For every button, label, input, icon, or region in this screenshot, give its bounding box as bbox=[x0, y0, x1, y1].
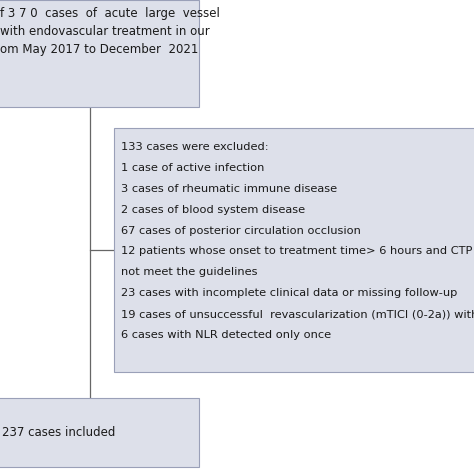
FancyBboxPatch shape bbox=[0, 0, 199, 107]
FancyBboxPatch shape bbox=[0, 398, 199, 467]
Text: 237 cases included: 237 cases included bbox=[2, 426, 116, 439]
Text: 3 cases of rheumatic immune disease: 3 cases of rheumatic immune disease bbox=[121, 184, 337, 194]
Text: 67 cases of posterior circulation occlusion: 67 cases of posterior circulation occlus… bbox=[121, 226, 361, 236]
FancyBboxPatch shape bbox=[114, 128, 474, 372]
Text: 12 patients whose onset to treatment time> 6 hours and CTP assess-: 12 patients whose onset to treatment tim… bbox=[121, 246, 474, 256]
Text: 1 case of active infection: 1 case of active infection bbox=[121, 163, 264, 173]
Text: 133 cases were excluded:: 133 cases were excluded: bbox=[121, 142, 268, 152]
Text: 23 cases with incomplete clinical data or missing follow-up: 23 cases with incomplete clinical data o… bbox=[121, 288, 457, 298]
Text: 6 cases with NLR detected only once: 6 cases with NLR detected only once bbox=[121, 330, 331, 340]
Text: f 3 7 0  cases  of  acute  large  vessel
with endovascular treatment in our
om M: f 3 7 0 cases of acute large vessel with… bbox=[0, 7, 220, 56]
Text: not meet the guidelines: not meet the guidelines bbox=[121, 267, 257, 277]
Text: 2 cases of blood system disease: 2 cases of blood system disease bbox=[121, 205, 305, 215]
Text: 19 cases of unsuccessful  revascularization (mTICI (0-2a)) with EV-: 19 cases of unsuccessful revascularizati… bbox=[121, 309, 474, 319]
